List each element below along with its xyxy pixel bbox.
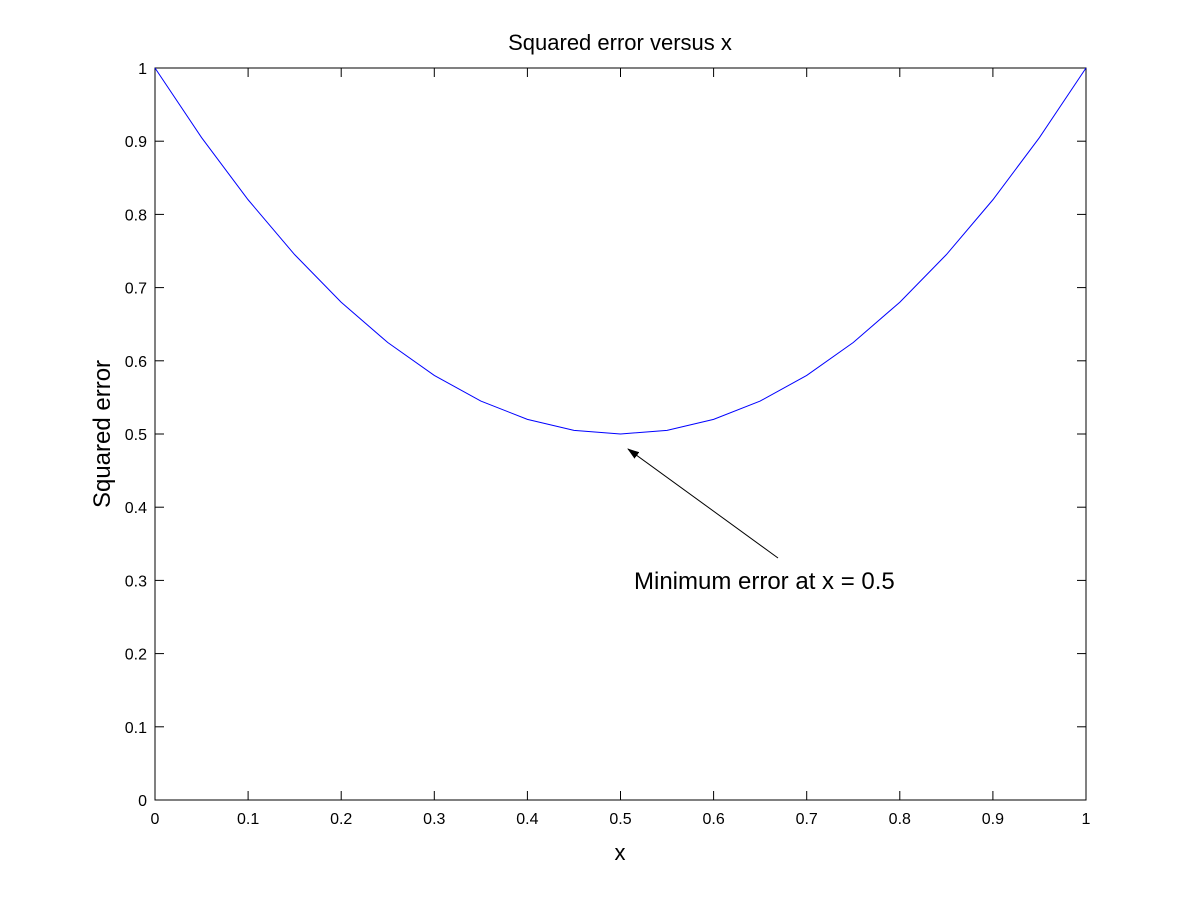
x-tick-label: 0.5 xyxy=(609,811,631,828)
y-tick-label: 0.8 xyxy=(125,207,147,224)
annotation-arrow xyxy=(627,448,779,559)
x-tick-label: 0.2 xyxy=(330,811,352,828)
x-tick-label: 0.8 xyxy=(889,811,911,828)
y-tick-label: 0.3 xyxy=(125,573,147,590)
y-tick-label: 0.1 xyxy=(125,720,147,737)
x-tick-label: 0.1 xyxy=(237,811,259,828)
y-tick-label: 1 xyxy=(138,61,147,78)
x-tick-label: 0.9 xyxy=(982,811,1004,828)
y-tick-label: 0.4 xyxy=(125,500,147,517)
x-tick-label: 0 xyxy=(151,811,160,828)
y-tick-label: 0.2 xyxy=(125,647,147,664)
y-tick-label: 0.5 xyxy=(125,427,147,444)
y-tick-label: 0.9 xyxy=(125,134,147,151)
x-tick-label: 0.4 xyxy=(516,811,538,828)
line-series xyxy=(154,67,1087,435)
annotation: Minimum error at x = 0.5 xyxy=(634,568,895,595)
x-tick-label: 1 xyxy=(1082,811,1091,828)
chart-title: Squared error versus x xyxy=(508,30,732,55)
x-tick-label: 0.3 xyxy=(423,811,445,828)
y-tick-label: 0 xyxy=(138,793,147,810)
x-axis-label: x xyxy=(615,840,626,865)
y-tick-label: 0.7 xyxy=(125,281,147,298)
x-tick-label: 0.6 xyxy=(702,811,724,828)
x-tick-label: 0.7 xyxy=(796,811,818,828)
y-axis-label: Squared error xyxy=(89,360,116,508)
y-tick-label: 0.6 xyxy=(125,354,147,371)
